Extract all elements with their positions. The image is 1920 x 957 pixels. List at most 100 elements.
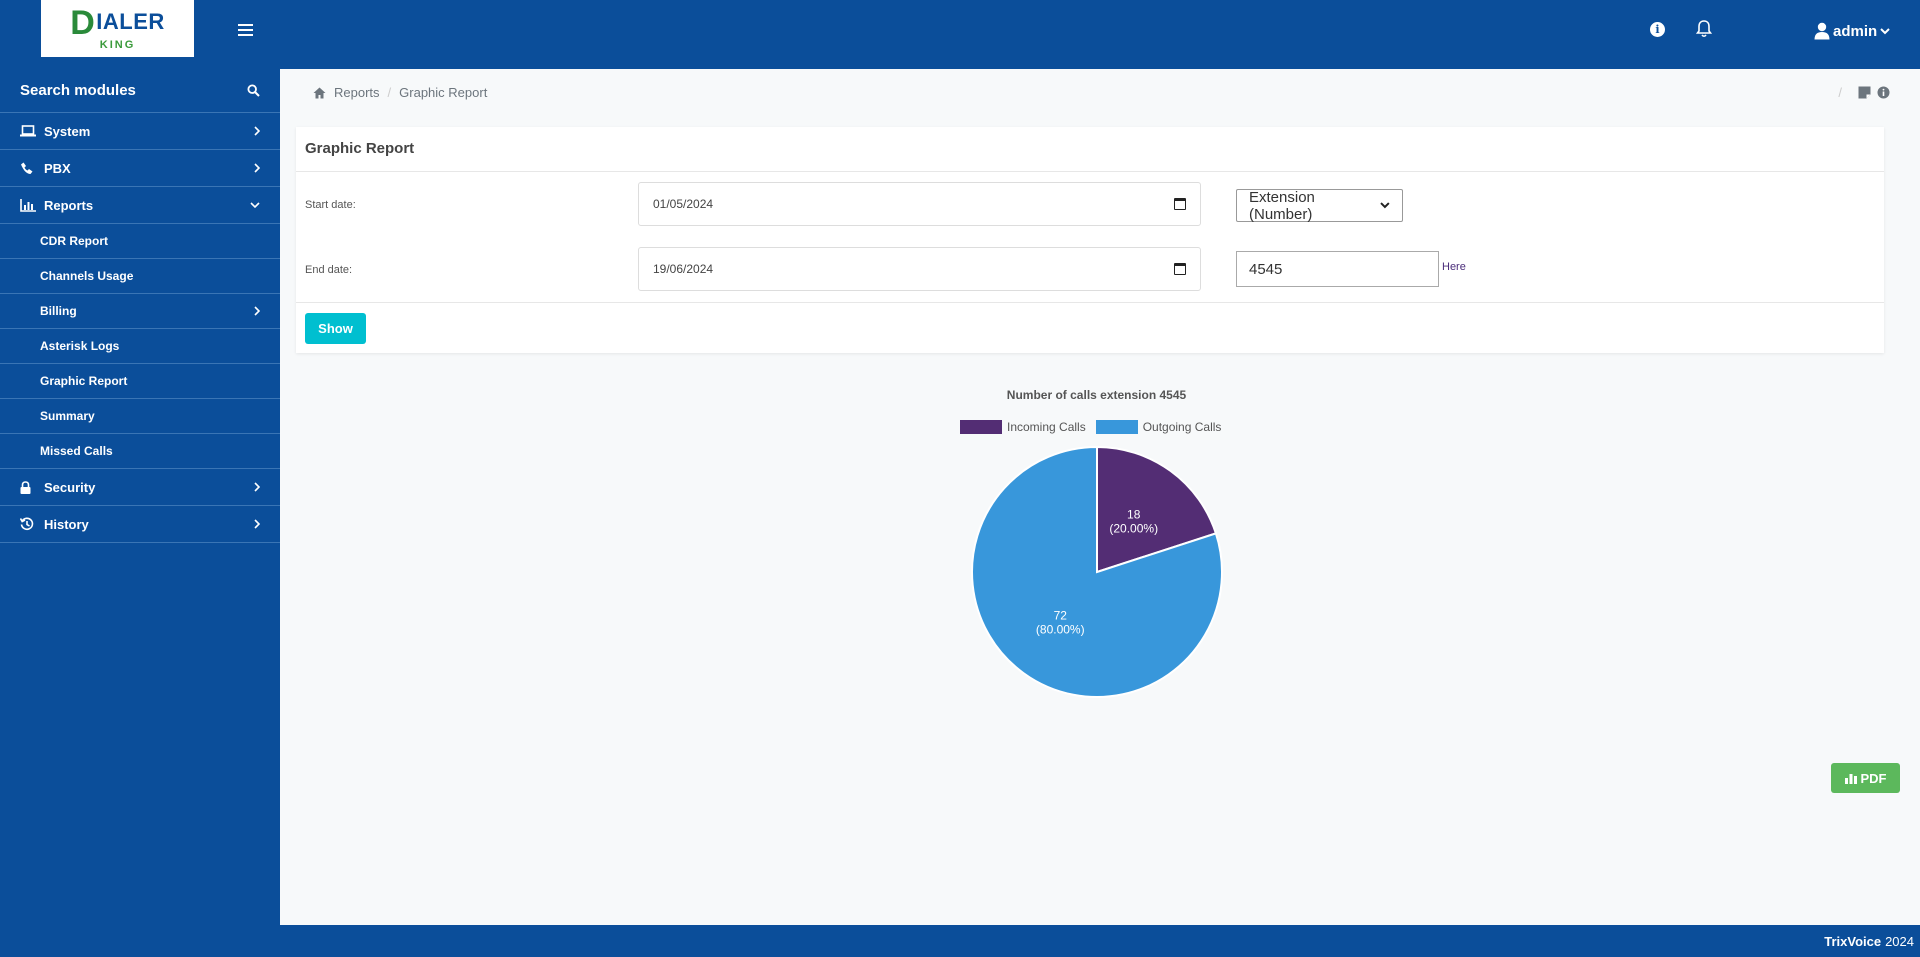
filter-select-value: Extension (Number) (1249, 188, 1315, 223)
sidebar-subitem-graphic-report[interactable]: Graphic Report (0, 364, 280, 399)
sidebar-subitem-label: Summary (40, 409, 95, 423)
sidebar-item-label: System (44, 123, 91, 139)
chevron-down-icon (250, 202, 260, 208)
logo-letter: D (70, 4, 96, 42)
breadcrumb-separator: / (1838, 85, 1842, 100)
end-date-label: End date: (305, 264, 353, 276)
start-date-value: 01/05/2024 (653, 197, 714, 211)
chart-title: Number of calls extension 4545 (1006, 388, 1187, 402)
sidebar-subitem-missed-calls[interactable]: Missed Calls (0, 434, 280, 469)
top-navbar: DIALER KING i admin (0, 0, 1920, 69)
chevron-right-icon (254, 482, 260, 492)
sidebar-subitem-label: Channels Usage (40, 269, 134, 283)
legend-swatch (960, 420, 1002, 434)
search-icon[interactable] (247, 84, 260, 97)
pie-slice[interactable] (1096, 445, 1218, 574)
sidebar-subitem-label: Graphic Report (40, 374, 128, 388)
footer-year: 2024 (1885, 933, 1914, 949)
legend-item[interactable]: Outgoing Calls (1095, 420, 1222, 434)
note-icon[interactable] (1858, 86, 1871, 99)
chart-legend: Incoming Calls Outgoing Calls (960, 420, 1231, 434)
pie-percent-label: (80.00%) (1036, 623, 1085, 637)
logo-sub: KING (99, 39, 136, 51)
pie-percent-label: (20.00%) (1109, 521, 1158, 535)
search-label: Search modules (20, 82, 136, 99)
info-icon[interactable]: i (1650, 22, 1665, 37)
history-icon (20, 517, 34, 531)
sidebar-item-reports[interactable]: Reports (0, 187, 280, 224)
breadcrumb-separator: / (387, 85, 392, 100)
sidebar-subitem-asterisk-logs[interactable]: Asterisk Logs (0, 329, 280, 364)
user-name: admin (1833, 22, 1878, 40)
end-date-value: 19/06/2024 (653, 262, 714, 276)
sidebar-item-label: Security (44, 479, 96, 495)
chevron-right-icon (254, 126, 260, 136)
breadcrumb: Reports / Graphic Report (313, 85, 487, 100)
sidebar-search[interactable]: Search modules (0, 69, 280, 113)
card-divider (296, 302, 1884, 303)
chevron-right-icon (254, 306, 260, 316)
breadcrumb-actions: / (1838, 85, 1890, 100)
user-menu[interactable]: admin (1814, 22, 1890, 40)
logo[interactable]: DIALER KING (41, 0, 194, 57)
show-button[interactable]: Show (305, 313, 366, 344)
lock-icon (20, 480, 31, 494)
info-icon[interactable] (1877, 86, 1890, 99)
sidebar-subitem-billing[interactable]: Billing (0, 294, 280, 329)
breadcrumb-current: Graphic Report (399, 85, 488, 100)
sidebar-subitem-summary[interactable]: Summary (0, 399, 280, 434)
sidebar-item-system[interactable]: System (0, 113, 280, 150)
user-icon (1814, 22, 1830, 40)
breadcrumb-reports-link[interactable]: Reports (334, 85, 380, 100)
extension-value: 4545 (1249, 260, 1283, 278)
end-date-input[interactable]: 19/06/2024 (638, 247, 1201, 291)
logo-main: IALER (96, 8, 165, 34)
sidebar-item-label: Reports (44, 197, 94, 213)
footer-brand: TrixVoice (1824, 933, 1882, 949)
bar-chart-icon (20, 198, 36, 212)
logo-text: DIALER KING (70, 6, 165, 51)
legend-swatch (1095, 420, 1138, 434)
sidebar-item-label: History (44, 516, 89, 532)
sidebar-item-pbx[interactable]: PBX (0, 150, 280, 187)
extension-input[interactable]: 4545 (1236, 251, 1439, 287)
pie-value-label: 18 (1127, 507, 1141, 521)
sidebar-subitem-label: Missed Calls (40, 444, 113, 458)
bell-icon[interactable] (1695, 20, 1713, 43)
graphic-report-card: Graphic Report Start date: 01/05/2024 Ex… (296, 127, 1884, 353)
start-date-input[interactable]: 01/05/2024 (638, 182, 1201, 226)
phone-icon (21, 162, 33, 174)
sidebar-subitem-channels-usage[interactable]: Channels Usage (0, 259, 280, 294)
here-link[interactable]: Here (1442, 261, 1466, 273)
menu-toggle-icon[interactable] (238, 24, 253, 36)
calendar-icon[interactable] (1174, 263, 1186, 275)
bar-chart-icon (1844, 773, 1857, 784)
sidebar-subitem-label: Billing (40, 304, 77, 318)
pie-slice[interactable] (971, 445, 1223, 698)
chevron-down-icon (1380, 202, 1390, 209)
card-title: Graphic Report (296, 127, 1884, 172)
chevron-right-icon (254, 519, 260, 529)
legend-label: Incoming Calls (1007, 420, 1086, 434)
calendar-icon[interactable] (1174, 198, 1186, 210)
sidebar-item-label: PBX (44, 160, 71, 176)
footer: TrixVoice 2024 (0, 925, 1920, 957)
sidebar-subitem-cdr-report[interactable]: CDR Report (0, 224, 280, 259)
sidebar-item-security[interactable]: Security (0, 469, 280, 506)
pdf-button-label: PDF (1860, 770, 1887, 786)
sidebar-item-history[interactable]: History (0, 506, 280, 543)
laptop-icon (20, 125, 36, 137)
sidebar-subitem-label: Asterisk Logs (40, 339, 120, 353)
chevron-down-icon (1880, 28, 1890, 35)
legend-item[interactable]: Incoming Calls (960, 420, 1086, 434)
pie-value-label: 72 (1054, 609, 1068, 623)
filter-select[interactable]: Extension (Number) (1236, 188, 1403, 223)
home-icon[interactable] (313, 87, 326, 99)
legend-label: Outgoing Calls (1142, 420, 1222, 434)
pie-chart: 18(20.00%) 72(80.00%) (971, 445, 1223, 698)
start-date-label: Start date: (305, 199, 356, 211)
sidebar-subitem-label: CDR Report (40, 234, 108, 248)
chevron-right-icon (254, 163, 260, 173)
pdf-button[interactable]: PDF (1831, 763, 1900, 793)
sidebar: Search modules System PBX Reports CDR Re… (0, 69, 280, 957)
